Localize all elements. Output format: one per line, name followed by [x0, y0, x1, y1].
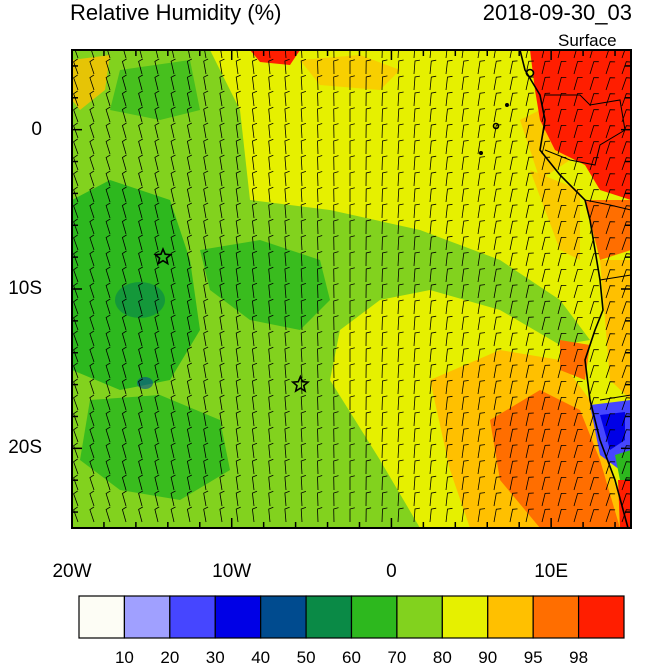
- valid-time: 2018-09-30_03: [482, 0, 632, 25]
- colorbar-swatch: [169, 595, 216, 639]
- colorbar-swatch: [214, 595, 262, 639]
- level-label: Surface: [558, 31, 617, 50]
- colorbar-swatch: [532, 595, 580, 639]
- latitude-label: 10S: [8, 278, 42, 299]
- colorbar-label: 90: [478, 648, 498, 667]
- colorbar-swatch: [123, 595, 171, 639]
- longitude-label: 0: [386, 561, 397, 582]
- longitude-label: 10E: [534, 561, 569, 582]
- page-title: Relative Humidity (%): [70, 0, 282, 25]
- colorbar-swatch: [441, 595, 489, 639]
- colorbar-label: 60: [342, 648, 361, 667]
- colorbar-label: 95: [523, 648, 543, 667]
- humidity-field: [72, 50, 631, 528]
- star-marker: [153, 247, 173, 266]
- colorbar-swatch: [396, 595, 443, 639]
- wind-barbs: [73, 50, 631, 523]
- station-markers: [153, 247, 310, 393]
- colorbar-swatch: [78, 595, 126, 639]
- latitude-label: 20S: [8, 437, 42, 459]
- star-marker: [290, 374, 310, 393]
- colorbar-label: 10: [114, 648, 134, 667]
- colorbar-label: 30: [205, 648, 225, 667]
- colorbar-swatch: [577, 595, 625, 639]
- colorbar-swatch: [350, 595, 398, 639]
- colorbar-label: 98: [569, 648, 589, 667]
- latitude-label: 0: [31, 118, 42, 140]
- longitude-label: 10W: [212, 561, 252, 582]
- colorbar-swatch: [260, 595, 307, 639]
- colorbar-swatch: [487, 595, 534, 639]
- colorbar-label: 80: [432, 648, 452, 667]
- colorbar-label: 50: [296, 648, 316, 667]
- axis-ticks: [71, 50, 631, 528]
- longitude-label: 20W: [52, 561, 92, 582]
- colorbar-swatch: [305, 595, 353, 639]
- colorbar-label: 70: [387, 648, 407, 667]
- colorbar: [78, 595, 625, 639]
- colorbar-label: 40: [251, 648, 271, 667]
- colorbar-label: 20: [160, 648, 180, 667]
